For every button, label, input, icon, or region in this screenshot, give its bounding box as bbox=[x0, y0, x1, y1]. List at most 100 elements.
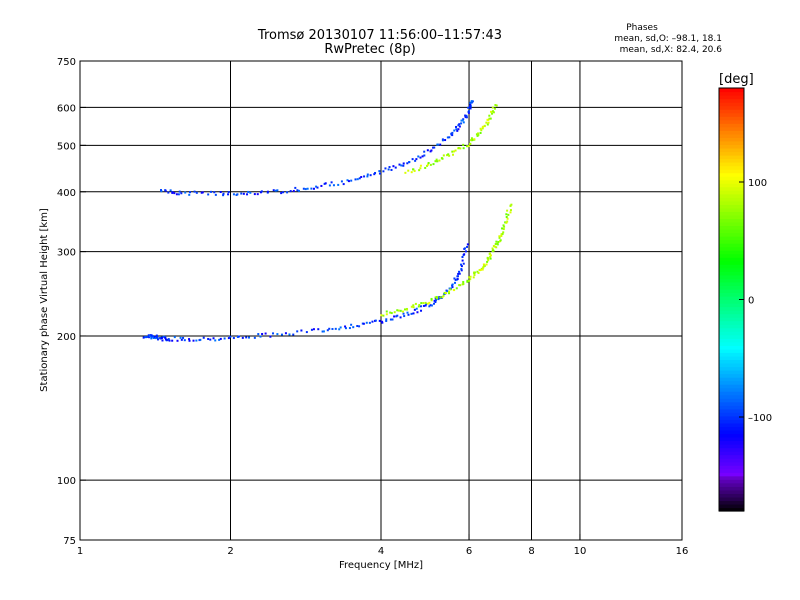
colorbar-band bbox=[719, 211, 744, 216]
data-point bbox=[493, 107, 496, 110]
data-point bbox=[502, 231, 505, 234]
data-point bbox=[413, 308, 416, 311]
data-point bbox=[466, 280, 469, 283]
data-point bbox=[176, 339, 179, 342]
colorbar-band bbox=[719, 172, 744, 177]
data-point bbox=[477, 133, 480, 136]
data-point bbox=[193, 190, 196, 193]
data-point bbox=[489, 257, 492, 260]
data-point bbox=[207, 337, 210, 340]
data-point bbox=[360, 175, 363, 178]
data-point bbox=[401, 310, 404, 313]
colorbar-band bbox=[719, 116, 744, 121]
data-point bbox=[390, 312, 393, 315]
colorbar-band bbox=[719, 419, 744, 424]
data-point bbox=[167, 338, 170, 341]
data-point bbox=[466, 279, 469, 282]
colorbar-band bbox=[719, 119, 744, 124]
data-point bbox=[289, 190, 292, 193]
data-point bbox=[344, 327, 347, 330]
data-point bbox=[346, 179, 349, 182]
data-point bbox=[246, 193, 249, 196]
phases-heading: Phases bbox=[626, 23, 658, 33]
data-point bbox=[424, 301, 427, 304]
data-point bbox=[459, 147, 462, 150]
colorbar-band bbox=[719, 144, 744, 149]
data-point bbox=[358, 177, 361, 180]
data-point bbox=[272, 189, 275, 192]
data-point bbox=[430, 297, 433, 300]
data-point bbox=[485, 121, 488, 124]
data-point bbox=[248, 336, 251, 339]
data-point bbox=[150, 337, 153, 340]
data-point bbox=[509, 209, 512, 212]
data-point bbox=[470, 139, 473, 142]
colorbar-band bbox=[719, 310, 744, 315]
data-point bbox=[434, 301, 437, 304]
data-point bbox=[212, 337, 215, 340]
data-point bbox=[378, 170, 381, 173]
data-point bbox=[441, 296, 444, 299]
data-point bbox=[453, 277, 456, 280]
colorbar-band bbox=[719, 341, 744, 346]
data-point bbox=[406, 311, 409, 314]
data-point bbox=[495, 246, 498, 249]
data-point bbox=[337, 183, 340, 186]
data-point bbox=[387, 168, 390, 171]
colorbar-band bbox=[719, 274, 744, 279]
data-point bbox=[380, 314, 383, 317]
data-point bbox=[188, 338, 191, 341]
data-point bbox=[501, 232, 504, 235]
data-point bbox=[458, 123, 461, 126]
colorbar-band bbox=[719, 496, 744, 502]
data-point bbox=[469, 275, 472, 278]
data-point bbox=[396, 314, 399, 317]
colorbar-band bbox=[719, 489, 744, 494]
colorbar-band bbox=[719, 288, 744, 294]
phases-x-line: mean, sd,X: 82.4, 20.6 bbox=[620, 45, 723, 55]
colorbar-tick-label: 0 bbox=[748, 296, 754, 307]
data-point bbox=[296, 189, 299, 192]
data-point bbox=[420, 302, 423, 305]
data-point bbox=[436, 143, 439, 146]
data-point bbox=[407, 313, 410, 316]
colorbar-band bbox=[719, 186, 744, 191]
data-point bbox=[326, 329, 329, 332]
data-point bbox=[292, 333, 295, 336]
data-point bbox=[442, 294, 445, 297]
data-point bbox=[144, 336, 147, 339]
data-point bbox=[160, 190, 163, 193]
colorbar-band bbox=[719, 225, 744, 230]
colorbar-band bbox=[719, 278, 744, 283]
data-point bbox=[452, 153, 455, 156]
data-point bbox=[282, 191, 285, 194]
data-point bbox=[342, 183, 345, 186]
data-point bbox=[257, 333, 260, 336]
phases-o-line: mean, sd,O: –98.1, 18.1 bbox=[614, 34, 722, 44]
x-tick-label: 4 bbox=[378, 546, 384, 557]
data-point bbox=[491, 110, 494, 113]
data-point bbox=[486, 256, 489, 259]
colorbar-band bbox=[719, 137, 744, 142]
colorbar-band bbox=[719, 204, 744, 209]
data-point bbox=[454, 278, 457, 281]
data-point bbox=[425, 303, 428, 306]
data-point bbox=[166, 338, 169, 341]
colorbar-band bbox=[719, 359, 744, 364]
data-point bbox=[389, 311, 392, 314]
data-point bbox=[232, 337, 235, 340]
colorbar-band bbox=[719, 355, 744, 361]
data-point bbox=[421, 155, 424, 158]
data-point bbox=[288, 333, 291, 336]
data-point bbox=[454, 149, 457, 152]
data-point bbox=[479, 131, 482, 134]
colorbar-band bbox=[719, 415, 744, 420]
data-point bbox=[177, 193, 180, 196]
data-point bbox=[385, 313, 388, 316]
y-tick-label: 600 bbox=[57, 103, 76, 114]
data-point bbox=[506, 217, 509, 220]
data-point bbox=[451, 131, 454, 134]
data-point bbox=[471, 100, 474, 103]
colorbar-band bbox=[719, 140, 744, 145]
data-point bbox=[397, 309, 400, 312]
